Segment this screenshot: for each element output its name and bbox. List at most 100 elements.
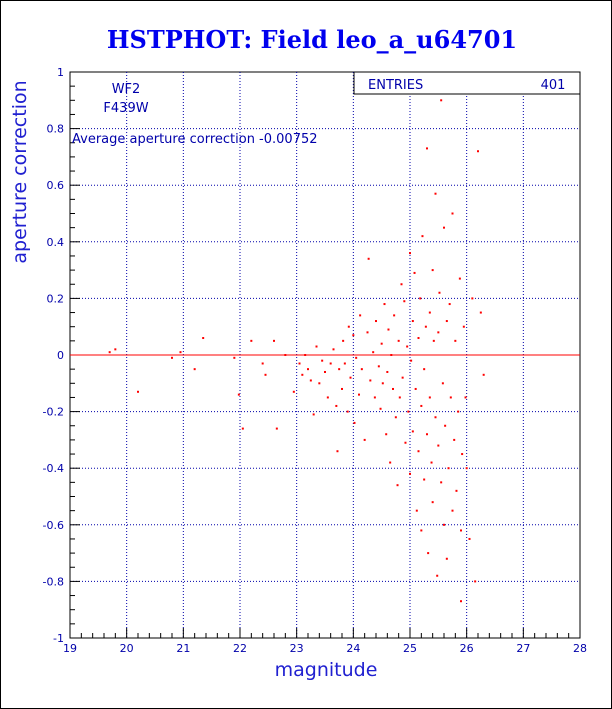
y-tick-label: 0.4 (47, 236, 65, 249)
data-point (409, 472, 411, 475)
data-point (108, 351, 111, 354)
data-point (409, 252, 411, 255)
data-point (414, 387, 417, 390)
chart-title: HSTPHOT: Field leo_a_u64701 (107, 25, 517, 54)
data-point (366, 331, 369, 334)
y-tick-label: 1 (57, 66, 64, 79)
data-point (437, 444, 440, 447)
data-point (437, 331, 440, 334)
data-point (359, 314, 362, 317)
data-point (406, 345, 409, 348)
data-points (108, 99, 485, 603)
data-point (383, 303, 386, 306)
data-point (415, 509, 418, 512)
data-point (358, 393, 360, 396)
data-point (474, 580, 477, 583)
data-point (431, 501, 434, 504)
data-point (445, 320, 448, 323)
data-point (460, 600, 462, 603)
data-point (451, 212, 454, 215)
x-tick-label: 21 (176, 642, 190, 655)
tick-marks (69, 71, 581, 639)
data-point (342, 339, 345, 342)
data-point (428, 396, 431, 399)
data-point (434, 416, 437, 419)
x-tick-label: 20 (120, 642, 134, 655)
data-point (390, 354, 393, 356)
data-point (471, 297, 474, 300)
data-point (389, 461, 392, 464)
data-point (400, 283, 403, 286)
data-point (462, 325, 465, 328)
data-point (420, 529, 423, 532)
x-tick-labels: 19 20 21 22 23 24 25 26 27 28 (63, 642, 587, 655)
data-point (479, 311, 482, 314)
data-point (347, 325, 350, 328)
data-point (363, 438, 366, 441)
stats-box (353, 71, 581, 95)
data-point (445, 557, 448, 560)
data-point (275, 427, 278, 430)
data-point (434, 192, 437, 195)
data-point (424, 325, 427, 328)
data-point (335, 404, 338, 407)
data-point (312, 413, 315, 416)
data-point (241, 427, 244, 430)
data-point (315, 345, 318, 348)
x-tick-label: 25 (403, 642, 417, 655)
data-point (250, 339, 253, 342)
y-tick-label: 0.6 (47, 179, 65, 192)
data-point (137, 390, 139, 393)
data-point (431, 269, 434, 272)
data-point (261, 362, 264, 365)
data-point (403, 300, 406, 303)
data-point (332, 348, 335, 351)
data-point (427, 552, 430, 555)
data-point (381, 382, 384, 385)
data-point (411, 320, 414, 323)
data-point (326, 396, 329, 399)
data-point (432, 339, 435, 342)
data-point (284, 354, 287, 356)
data-point (372, 351, 375, 354)
data-point (420, 404, 423, 407)
data-point (411, 430, 414, 433)
stats-entries-label: ENTRIES (368, 78, 423, 93)
x-tick-label: 23 (290, 642, 304, 655)
y-tick-label: 0.8 (47, 123, 65, 136)
data-point (392, 387, 394, 390)
data-point (458, 277, 461, 280)
data-point (428, 311, 431, 314)
data-point (264, 373, 267, 376)
data-point (377, 365, 380, 368)
data-point (423, 478, 426, 481)
data-point (193, 368, 196, 371)
data-point (237, 393, 240, 396)
chip-label: WF2 (112, 82, 141, 97)
data-point (440, 481, 443, 484)
data-point (444, 424, 447, 427)
data-point (394, 416, 397, 419)
data-point (346, 410, 349, 413)
x-tick-label: 28 (573, 642, 587, 655)
data-point (453, 438, 456, 441)
data-point (457, 410, 460, 413)
x-axis-label: magnitude (275, 659, 378, 681)
data-point (369, 379, 372, 382)
data-point (397, 339, 400, 342)
data-point (304, 354, 307, 356)
data-point (343, 362, 346, 365)
data-point (393, 314, 396, 317)
x-tick-label: 26 (460, 642, 474, 655)
data-point (423, 368, 426, 371)
data-point (114, 348, 117, 351)
filter-label: F439W (103, 101, 148, 116)
data-point (398, 396, 401, 399)
data-point (360, 368, 363, 371)
data-point (464, 396, 467, 399)
x-tick-label: 19 (63, 642, 77, 655)
data-point (273, 339, 275, 342)
data-point (355, 356, 358, 359)
data-point (455, 489, 458, 492)
y-tick-label: -0.6 (43, 519, 64, 532)
